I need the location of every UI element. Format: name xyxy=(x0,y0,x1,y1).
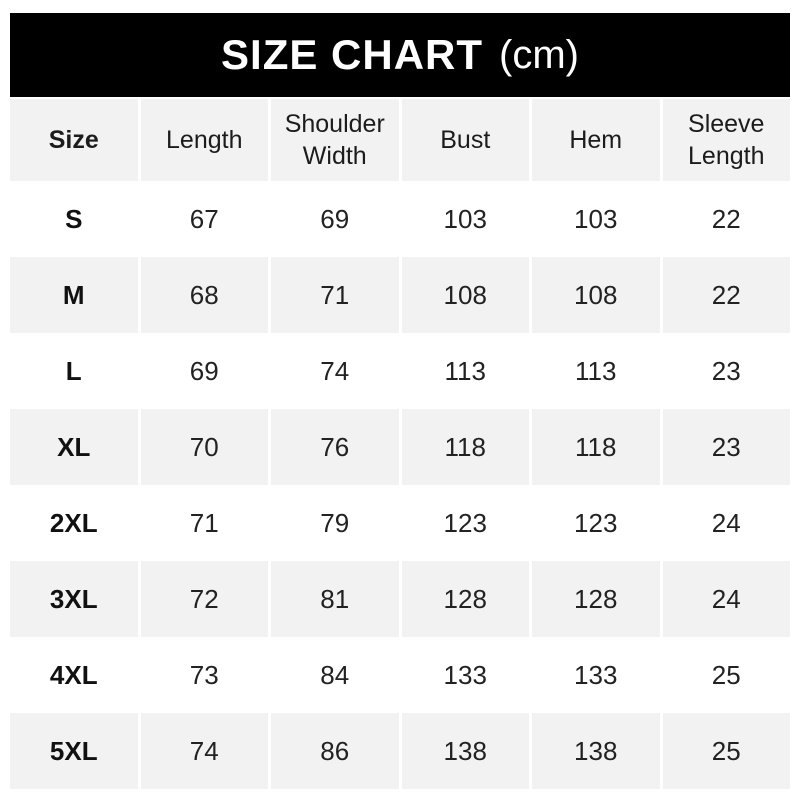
length-value-l: 69 xyxy=(189,355,219,386)
length-value-4xl: 73 xyxy=(189,659,219,690)
size-label-2xl: 2XL xyxy=(49,507,98,538)
hem-value-xl: 118 xyxy=(532,409,660,485)
shoulder-width-value-5xl: 86 xyxy=(271,713,399,789)
column-header-sleeve-length: Sleeve Length xyxy=(662,99,790,181)
bust-value-m: 108 xyxy=(401,257,529,333)
sleeve-length-value-m: 22 xyxy=(662,257,790,333)
bust-value-5xl: 138 xyxy=(401,713,529,789)
size-label-m: M xyxy=(10,257,138,333)
column-header-bust: Bust xyxy=(401,99,529,181)
column-header-length: Length xyxy=(140,99,268,181)
table-row-2xl: 2XL 71 79 123 123 24 xyxy=(10,485,790,561)
table-row-4xl: 4XL 73 84 133 133 25 xyxy=(10,637,790,713)
hem-value-m: 108 xyxy=(532,257,660,333)
shoulder-width-value-4xl: 84 xyxy=(320,659,350,690)
table-row-xl: XL 70 76 118 118 23 xyxy=(10,409,790,485)
sleeve-length-value-s: 22 xyxy=(711,203,741,234)
sleeve-length-value-4xl: 25 xyxy=(711,659,741,690)
length-value-s: 67 xyxy=(189,203,219,234)
column-header-shoulder-width: Shoulder Width xyxy=(271,99,399,181)
size-label-l: L xyxy=(65,355,82,386)
sleeve-length-value-2xl: 24 xyxy=(711,507,741,538)
size-table: Size Length Shoulder Width Bust Hem Sleeve Le… xyxy=(7,99,793,789)
sleeve-length-value-xl: 23 xyxy=(662,409,790,485)
bust-value-s: 103 xyxy=(443,203,487,234)
bust-value-xl: 118 xyxy=(401,409,529,485)
page-title: SIZE CHART xyxy=(221,31,484,78)
shoulder-width-value-s: 69 xyxy=(320,203,350,234)
sleeve-length-value-5xl: 25 xyxy=(662,713,790,789)
table-row-l: L 69 74 113 113 23 xyxy=(10,333,790,409)
size-label-4xl: 4XL xyxy=(49,659,98,690)
size-table-body: S 67 69 103 103 22 M 68 71 108 108 22 L 69 74 113 113 23 X… xyxy=(10,181,790,789)
length-value-xl: 70 xyxy=(140,409,268,485)
bust-value-2xl: 123 xyxy=(443,507,487,538)
length-value-m: 68 xyxy=(140,257,268,333)
sleeve-length-value-l: 23 xyxy=(711,355,741,386)
shoulder-width-value-m: 71 xyxy=(271,257,399,333)
column-header-hem: Hem xyxy=(532,99,660,181)
size-label-5xl: 5XL xyxy=(10,713,138,789)
length-value-3xl: 72 xyxy=(140,561,268,637)
bust-value-4xl: 133 xyxy=(443,659,487,690)
length-value-5xl: 74 xyxy=(140,713,268,789)
hem-value-l: 113 xyxy=(575,355,617,386)
column-header-size: Size xyxy=(10,99,138,181)
header-row: Size Length Shoulder Width Bust Hem Sleeve Le… xyxy=(10,99,790,181)
title-bar: SIZE CHART (cm) xyxy=(10,13,790,97)
hem-value-s: 103 xyxy=(574,203,618,234)
length-value-2xl: 71 xyxy=(189,507,219,538)
table-row-m: M 68 71 108 108 22 xyxy=(10,257,790,333)
hem-value-5xl: 138 xyxy=(532,713,660,789)
sleeve-length-value-3xl: 24 xyxy=(662,561,790,637)
table-row-3xl: 3XL 72 81 128 128 24 xyxy=(10,561,790,637)
table-row-s: S 67 69 103 103 22 xyxy=(10,181,790,257)
shoulder-width-value-3xl: 81 xyxy=(271,561,399,637)
size-table-header: Size Length Shoulder Width Bust Hem Sleeve Le… xyxy=(10,99,790,181)
hem-value-2xl: 123 xyxy=(574,507,618,538)
size-label-xl: XL xyxy=(10,409,138,485)
bust-value-l: 113 xyxy=(444,355,486,386)
shoulder-width-value-2xl: 79 xyxy=(320,507,350,538)
shoulder-width-value-xl: 76 xyxy=(271,409,399,485)
table-row-5xl: 5XL 74 86 138 138 25 xyxy=(10,713,790,789)
size-label-3xl: 3XL xyxy=(10,561,138,637)
hem-value-3xl: 128 xyxy=(532,561,660,637)
hem-value-4xl: 133 xyxy=(574,659,618,690)
shoulder-width-value-l: 74 xyxy=(320,355,350,386)
size-label-s: S xyxy=(65,203,83,234)
title-unit-label: (cm) xyxy=(499,33,579,77)
bust-value-3xl: 128 xyxy=(401,561,529,637)
